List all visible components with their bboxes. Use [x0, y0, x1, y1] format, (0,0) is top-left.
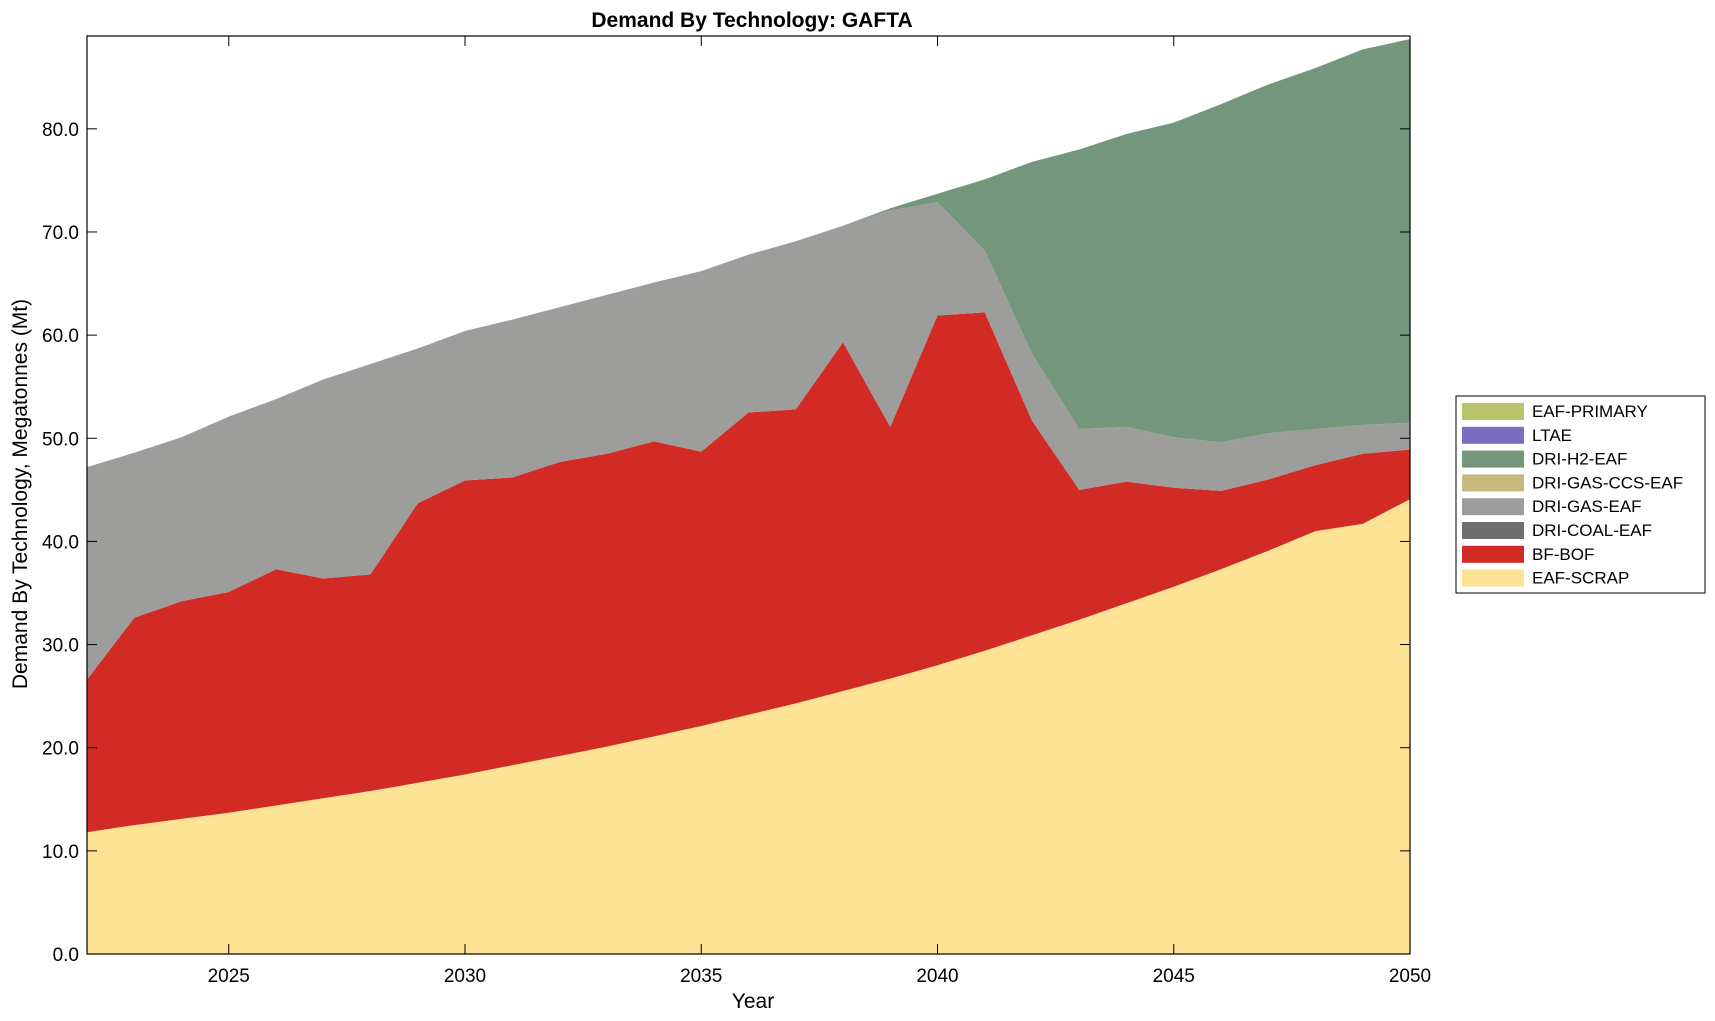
chart-title: Demand By Technology: GAFTA — [591, 9, 912, 32]
area-dri-h2-eaf — [87, 39, 1410, 468]
x-tick-label: 2025 — [208, 966, 250, 987]
legend-label-ltae: LTAE — [1532, 426, 1572, 445]
legend-label-dri-gas-ccs-eaf: DRI-GAS-CCS-EAF — [1532, 473, 1683, 492]
legend-swatch-eaf-scrap — [1462, 569, 1524, 587]
y-axis: 0.0 10.0 20.0 30.0 40.0 50.0 60.0 70.0 80.0 — [42, 120, 1410, 966]
x-tick-label: 2040 — [916, 966, 958, 987]
area-eaf-scrap — [87, 499, 1410, 954]
legend-label-bf-bof: BF-BOF — [1532, 545, 1594, 564]
legend-swatch-dri-coal-eaf — [1462, 522, 1524, 539]
legend-swatch-dri-gas-ccs-eaf — [1462, 474, 1524, 492]
y-tick-label: 70.0 — [42, 223, 79, 244]
y-tick-label: 40.0 — [42, 532, 79, 553]
y-tick-label: 80.0 — [42, 120, 79, 141]
y-axis-label: Demand By Technology, Megatonnes (Mt) — [9, 299, 32, 689]
legend-swatch-dri-gas-eaf — [1462, 498, 1524, 516]
y-tick-label: 0.0 — [53, 945, 79, 966]
legend-label-eaf-scrap: EAF-SCRAP — [1532, 569, 1629, 588]
x-axis: 2025 2030 2035 2040 2045 2050 — [208, 36, 1431, 987]
area-bf-bof — [87, 312, 1410, 833]
legend-label-dri-coal-eaf: DRI-COAL-EAF — [1532, 521, 1652, 540]
area-dri-gas-eaf — [87, 202, 1410, 680]
x-tick-label: 2050 — [1389, 966, 1431, 987]
x-tick-label: 2045 — [1153, 966, 1195, 987]
y-tick-label: 20.0 — [42, 739, 79, 760]
legend-label-eaf-primary: EAF-PRIMARY — [1532, 402, 1648, 421]
legend-swatch-eaf-primary — [1462, 403, 1524, 420]
y-tick-label: 60.0 — [42, 326, 79, 347]
legend-swatch-ltae — [1462, 426, 1524, 444]
legend: EAF-PRIMARY LTAE DRI-H2-EAF DRI-GAS-CCS-EAF… — [1455, 395, 1706, 594]
x-tick-label: 2030 — [444, 966, 486, 987]
legend-label-dri-h2-eaf: DRI-H2-EAF — [1532, 450, 1627, 469]
series-areas — [87, 39, 1410, 954]
legend-swatch-bf-bof — [1462, 545, 1524, 563]
x-tick-label: 2035 — [680, 966, 722, 987]
legend-swatch-dri-h2-eaf — [1462, 450, 1524, 468]
plot-frame — [86, 35, 1411, 955]
y-tick-label: 50.0 — [42, 429, 79, 450]
y-tick-label: 10.0 — [42, 842, 79, 863]
x-axis-label: Year — [732, 990, 774, 1013]
y-tick-label: 30.0 — [42, 636, 79, 657]
legend-label-dri-gas-eaf: DRI-GAS-EAF — [1532, 497, 1642, 516]
